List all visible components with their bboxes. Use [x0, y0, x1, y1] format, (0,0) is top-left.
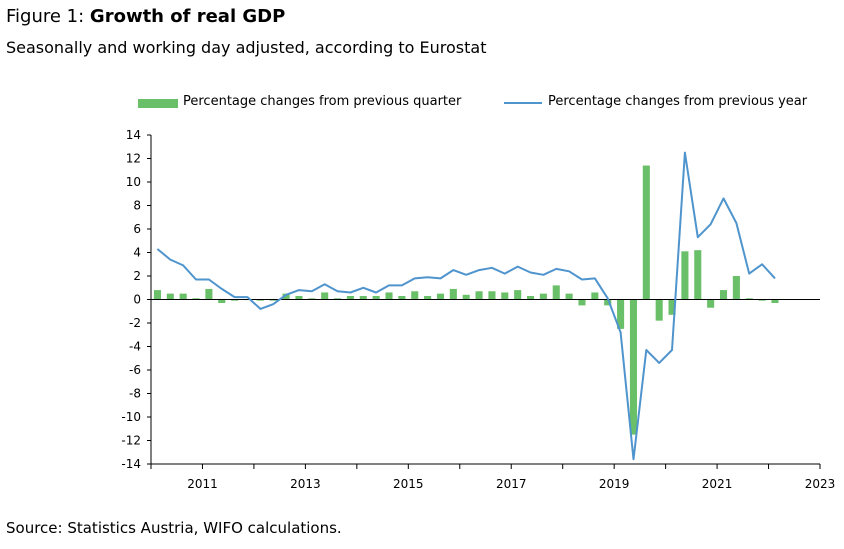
bar-quarterly [346, 295, 354, 300]
source-note: Source: Statistics Austria, WIFO calcula… [6, 519, 342, 537]
bar-quarterly [758, 299, 766, 301]
y-tick-label: 4 [133, 246, 141, 260]
bar-quarterly [436, 293, 445, 300]
bar-quarterly [668, 299, 676, 315]
bar-quarterly [282, 293, 290, 300]
series-line-yearly [156, 151, 776, 461]
bar-quarterly [655, 299, 663, 321]
x-tick-label: 2011 [187, 477, 218, 491]
y-tick-label: -12 [121, 434, 141, 448]
legend-line-swatch [504, 102, 542, 104]
y-tick-label: 8 [133, 199, 141, 213]
bar-quarterly [449, 288, 457, 300]
bar-quarterly [591, 292, 599, 300]
y-tick-label: -6 [129, 363, 141, 377]
bar-quarterly [231, 299, 239, 301]
bar-quarterly [707, 299, 715, 308]
bar-quarterly [462, 294, 470, 300]
bar-quarterly [514, 290, 522, 300]
bar-quarterly [681, 251, 689, 300]
bar-quarterly [308, 298, 316, 300]
bar-quarterly [539, 293, 547, 300]
bar-quarterly [501, 292, 509, 300]
bar-quarterly [334, 298, 342, 300]
x-tick-label: 2019 [599, 477, 630, 491]
bar-quarterly [411, 291, 419, 300]
y-tick-label: -4 [129, 340, 141, 354]
chart-subtitle: Seasonally and working day adjusted, acc… [6, 38, 487, 57]
y-tick-label: -10 [121, 410, 141, 424]
bar-quarterly [385, 292, 393, 300]
bar-quarterly [771, 299, 779, 304]
legend-line-label: Percentage changes from previous year [548, 94, 808, 109]
bar-quarterly [398, 295, 406, 300]
y-tick-label: 0 [133, 293, 141, 307]
y-tick-label: 2 [133, 269, 141, 283]
bar-quarterly [745, 298, 753, 300]
bar-quarterly [629, 299, 637, 435]
bar-quarterly [719, 290, 728, 300]
bar-quarterly [617, 299, 625, 329]
y-tick-label: -14 [121, 457, 141, 471]
bar-quarterly [359, 295, 367, 300]
y-tick-label: 6 [133, 222, 141, 236]
bar-quarterly [526, 295, 535, 300]
bar-quarterly [372, 295, 380, 300]
x-tick-label: 2015 [393, 477, 424, 491]
x-tick-label: 2017 [496, 477, 527, 491]
bar-quarterly [642, 165, 650, 300]
y-tick-label: 12 [126, 152, 141, 166]
legend-bar-swatch [138, 99, 178, 108]
bar-quarterly [295, 295, 303, 300]
y-tick-label: -2 [129, 316, 141, 330]
y-tick-label: 14 [126, 128, 141, 142]
bar-quarterly [552, 285, 560, 300]
chart-title: Figure 1: Growth of real GDP [6, 6, 285, 28]
bar-quarterly [604, 299, 612, 306]
title-prefix: Figure 1: [6, 6, 90, 27]
bar-quarterly [166, 293, 174, 300]
bar-quarterly [205, 288, 213, 300]
bar-quarterly [256, 299, 264, 301]
bar-quarterly [153, 290, 161, 300]
bar-quarterly [269, 299, 277, 301]
x-tick-label: 2013 [290, 477, 321, 491]
bar-quarterly [694, 250, 702, 300]
bar-quarterly [218, 299, 226, 304]
bar-quarterly [488, 291, 496, 300]
bar-quarterly [424, 295, 432, 300]
bar-quarterly [179, 293, 187, 300]
bar-quarterly [475, 291, 483, 300]
y-tick-label: 10 [126, 175, 141, 189]
legend-bar-label: Percentage changes from previous quarter [183, 94, 462, 109]
y-tick-label: -8 [129, 387, 141, 401]
bar-quarterly [578, 299, 586, 306]
bar-quarterly [321, 292, 329, 300]
bar-quarterly [732, 276, 740, 300]
bar-quarterly [565, 293, 573, 300]
title-bold: Growth of real GDP [89, 6, 286, 27]
x-tick-label: 2023 [805, 477, 836, 491]
x-tick-label: 2021 [702, 477, 733, 491]
bar-quarterly [192, 298, 200, 300]
